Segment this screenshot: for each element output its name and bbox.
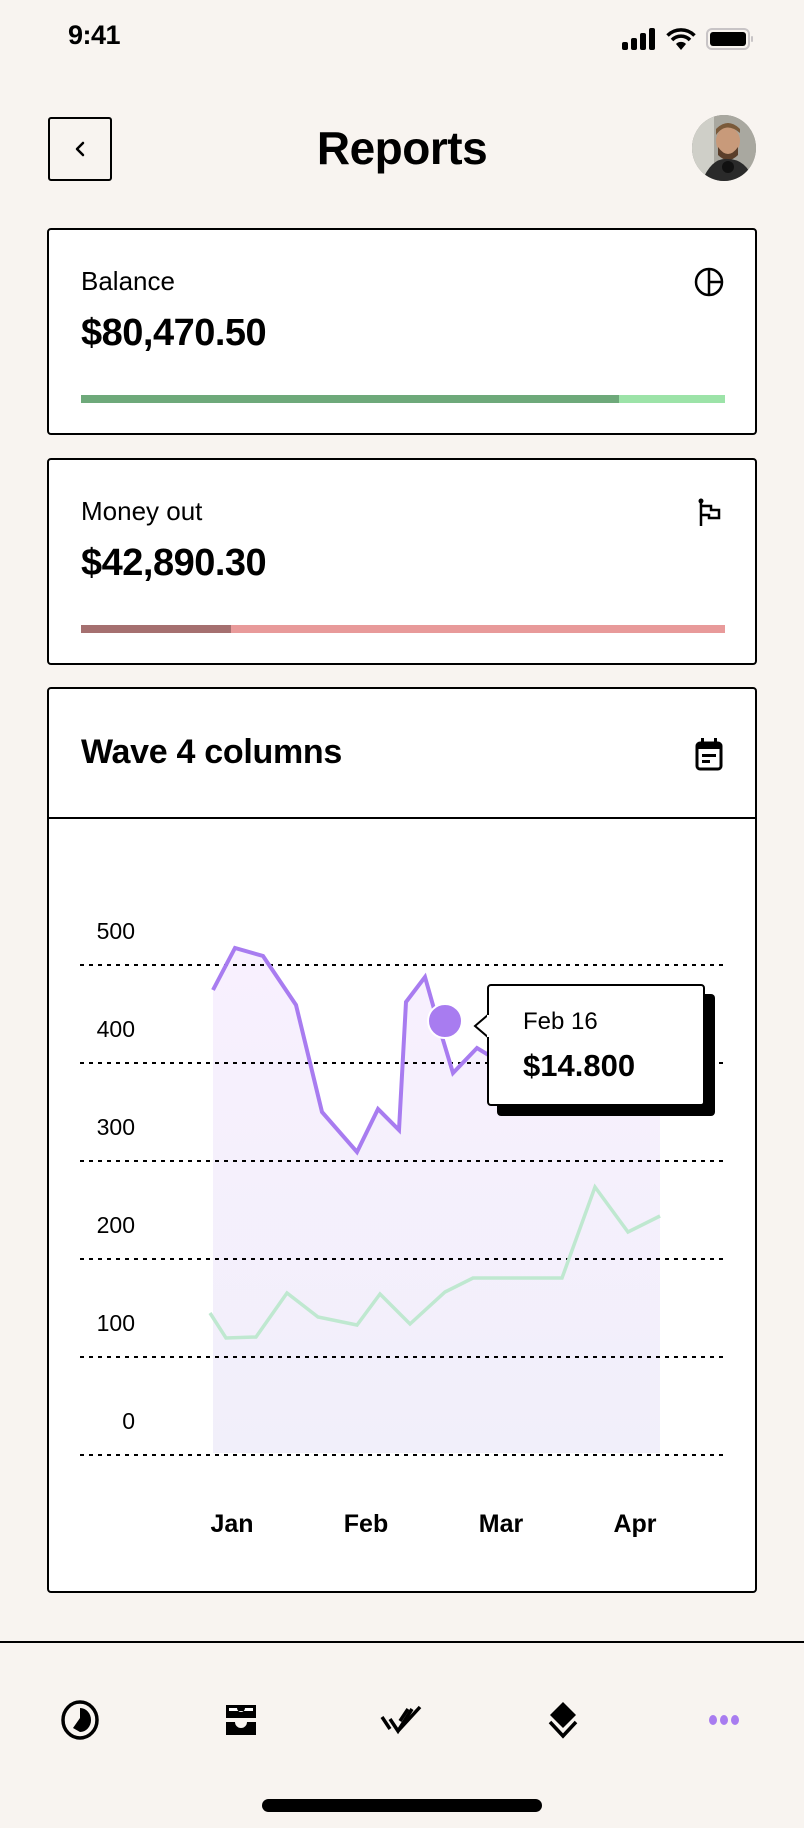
inbox-tray-icon	[226, 1705, 256, 1735]
tooltip-date: Feb 16	[523, 1008, 598, 1035]
y-tick-label: 200	[97, 1212, 135, 1238]
home-indicator	[262, 1799, 542, 1812]
balance-progress-rest	[619, 395, 725, 403]
signal-icon	[622, 28, 655, 50]
series-1-line	[211, 945, 502, 1156]
page-title: Reports	[316, 122, 488, 174]
avatar[interactable]	[692, 115, 756, 181]
money-out-value: $42,890.30	[81, 542, 267, 584]
nav-item-inbox[interactable]	[211, 1690, 271, 1750]
wifi-icon	[666, 28, 696, 50]
money-out-progress-rest	[231, 625, 725, 633]
nav-item-more[interactable]	[694, 1690, 754, 1750]
more-dots-icon	[709, 1715, 739, 1725]
chart-title: Wave 4 columns	[81, 733, 342, 771]
chart-tooltip: Feb 16 $14.800	[473, 984, 715, 1116]
balance-value: $80,470.50	[81, 312, 267, 354]
x-tick-label: Jan	[210, 1510, 253, 1538]
money-out-card[interactable]: Money out $42,890.30	[47, 458, 757, 665]
tooltip-arrow	[473, 1010, 489, 1042]
x-tick-label: Apr	[613, 1510, 656, 1538]
status-bar: 9:41	[0, 0, 804, 70]
tooltip-value: $14.800	[523, 1048, 636, 1083]
highlight-point	[427, 1003, 463, 1039]
series-2-line	[208, 1183, 661, 1340]
clock-pie-icon	[61, 1700, 99, 1740]
y-tick-label: 100	[97, 1310, 135, 1336]
balance-card[interactable]: Balance $80,470.50	[47, 228, 757, 435]
tooltip-box: Feb 16 $14.800	[487, 984, 705, 1106]
y-tick-label: 300	[97, 1114, 135, 1140]
x-tick-label: Feb	[344, 1510, 388, 1538]
money-out-progress-bar	[81, 625, 725, 633]
y-tick-label: 500	[97, 918, 135, 944]
avatar-image	[692, 115, 756, 181]
flag-icon[interactable]	[693, 496, 725, 528]
status-time: 9:41	[68, 20, 121, 50]
nav-item-layers[interactable]	[533, 1690, 593, 1750]
money-out-progress-filled	[81, 625, 232, 633]
y-axis-labels: 500 400 300 200 100 0	[97, 918, 135, 1434]
nav-item-tasks[interactable]	[372, 1690, 432, 1750]
nav-divider	[0, 1641, 804, 1643]
bottom-nav	[0, 1690, 804, 1750]
status-icons	[622, 28, 754, 50]
chart-header: Wave 4 columns	[49, 689, 755, 819]
back-button[interactable]	[48, 117, 112, 181]
balance-progress-filled	[81, 395, 620, 403]
x-axis-labels: Jan Feb Mar Apr	[210, 1510, 656, 1538]
pie-chart-icon[interactable]	[693, 266, 725, 298]
y-tick-label: 400	[97, 1016, 135, 1042]
calendar-icon[interactable]	[693, 737, 725, 771]
balance-label: Balance	[81, 266, 175, 296]
battery-icon	[706, 28, 753, 50]
y-tick-label: 0	[122, 1408, 135, 1434]
chevron-left-icon	[75, 141, 85, 157]
money-out-label: Money out	[81, 496, 203, 526]
nav-item-dashboard[interactable]	[50, 1690, 110, 1750]
layers-icon	[548, 1702, 578, 1739]
header: Reports	[0, 115, 804, 181]
balance-progress-bar	[81, 395, 725, 403]
double-check-icon	[380, 1705, 422, 1735]
x-tick-label: Mar	[479, 1510, 524, 1538]
